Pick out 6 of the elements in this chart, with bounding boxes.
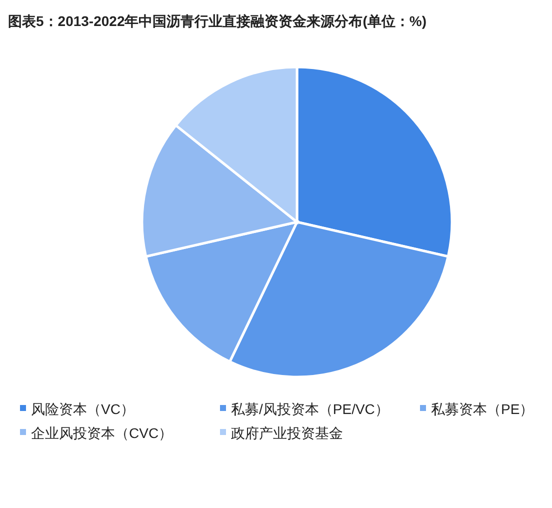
legend-label: 私募/风投资本（PE/VC）	[231, 401, 389, 417]
legend-label: 企业风投资本（CVC）	[31, 425, 173, 441]
legend-label: 政府产业投资基金	[231, 425, 343, 441]
chart-title: 图表5：2013-2022年中国沥青行业直接融资资金来源分布(单位：%)	[8, 13, 427, 29]
legend-label: 私募资本（PE）	[431, 401, 534, 417]
legend-label: 风险资本（VC）	[31, 401, 134, 417]
